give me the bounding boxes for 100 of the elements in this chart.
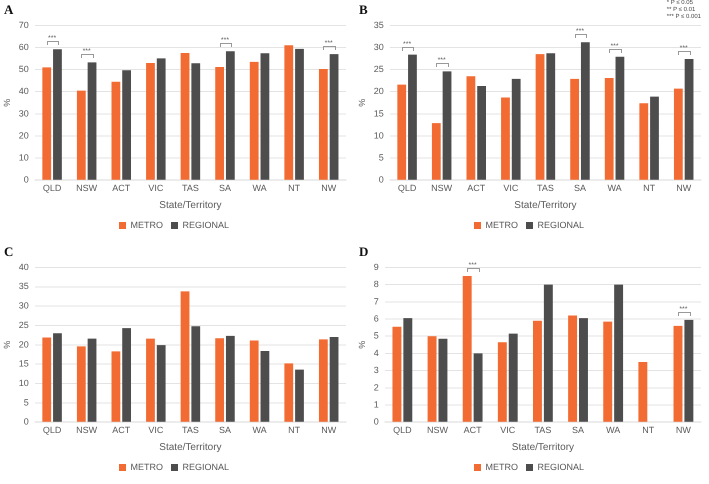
legend-label: METRO: [485, 220, 518, 230]
bar: [477, 86, 486, 180]
y-tick-label: 40: [18, 86, 29, 96]
x-tick-label: NW: [676, 425, 692, 436]
legend-label: REGIONAL: [537, 462, 584, 472]
bar: [568, 316, 578, 422]
bar: [226, 51, 235, 180]
bar: [579, 318, 588, 422]
bar: [604, 78, 614, 180]
bar: [191, 63, 200, 180]
x-axis-title: State/Territory: [159, 442, 222, 453]
x-tick-label: WA: [607, 183, 622, 194]
bar: [536, 54, 544, 180]
y-tick-label: 20: [18, 339, 29, 350]
y-tick-label: 5: [374, 330, 379, 341]
bar: [638, 362, 648, 422]
y-tick-label: 0: [378, 174, 384, 185]
x-tick-label: NT: [288, 183, 301, 194]
x-tick-label: ACT: [464, 425, 482, 436]
bar: [250, 340, 259, 422]
y-axis-title: %: [356, 340, 367, 349]
bar: [180, 291, 190, 422]
chart-title: B: [359, 2, 368, 18]
x-tick-label: ACT: [112, 183, 131, 194]
bar: [284, 363, 294, 422]
y-tick-label: 8: [374, 279, 379, 290]
y-tick-label: 2: [374, 382, 379, 392]
bar: [639, 103, 648, 180]
x-tick-label: NW: [321, 425, 337, 436]
x-tick-label: QLD: [393, 425, 412, 436]
bar: [112, 82, 120, 180]
chart-title: C: [4, 244, 14, 260]
y-tick-label: 3: [374, 365, 379, 376]
bar: [532, 320, 542, 422]
y-tick-label: 70: [18, 20, 29, 30]
y-axis-title: %: [2, 98, 12, 107]
legend-label: METRO: [485, 462, 518, 472]
y-tick-label: 35: [374, 20, 384, 30]
x-tick-label: ACT: [112, 425, 131, 436]
bar: [76, 346, 86, 422]
y-tick-label: 20: [18, 130, 29, 140]
bar: [408, 54, 417, 180]
y-tick-label: 0: [374, 416, 379, 427]
bar: [295, 370, 304, 422]
y-tick-label: 25: [374, 64, 384, 74]
bar: [250, 62, 259, 180]
y-tick-label: 4: [374, 348, 379, 358]
y-tick-label: 30: [18, 300, 29, 311]
x-tick-label: VIC: [148, 183, 164, 194]
y-tick-label: 0: [24, 174, 29, 185]
bar: [318, 339, 328, 422]
bar: [498, 342, 507, 422]
bar: [392, 326, 402, 422]
bar: [603, 322, 612, 422]
bar: [122, 328, 132, 422]
bar: [88, 62, 96, 180]
bar: [191, 326, 200, 422]
bar: [156, 345, 166, 422]
x-tick-label: VIC: [500, 425, 516, 436]
bar: [42, 337, 52, 422]
bar: [330, 54, 338, 180]
y-tick-label: 7: [374, 296, 379, 306]
bar: [466, 76, 476, 180]
y-tick-label: 50: [18, 64, 29, 74]
x-tick-label: NW: [321, 183, 337, 194]
y-tick-label: 35: [18, 281, 29, 292]
y-tick-label: 10: [18, 378, 29, 388]
bar: [53, 49, 62, 180]
bar: [260, 53, 270, 180]
bar: [650, 96, 659, 180]
x-tick-label: NT: [643, 183, 656, 194]
bar: [284, 45, 294, 180]
x-tick-label: SA: [218, 425, 231, 436]
y-tick-label: 10: [18, 152, 29, 163]
bar: [295, 48, 304, 180]
bar: [88, 338, 96, 422]
bar: [580, 42, 590, 180]
x-tick-label: TAS: [182, 183, 199, 194]
x-tick-label: NSW: [431, 183, 453, 194]
x-tick-label: ACT: [467, 183, 486, 194]
bar: [684, 320, 694, 422]
bar: [474, 353, 483, 422]
bar: [318, 68, 328, 180]
x-tick-label: WA: [606, 425, 620, 436]
bar: [684, 59, 694, 180]
y-tick-label: 15: [18, 358, 29, 369]
bar: [122, 70, 132, 180]
legend-label: METRO: [130, 462, 163, 472]
y-tick-label: 5: [378, 152, 384, 163]
chart-title: D: [359, 244, 368, 260]
bar: [146, 62, 155, 180]
y-tick-label: 40: [18, 262, 29, 272]
x-tick-label: NSW: [427, 425, 449, 436]
bar: [570, 78, 580, 180]
y-tick-label: 15: [374, 108, 384, 118]
x-tick-label: NT: [288, 425, 301, 436]
bar: [462, 276, 472, 422]
y-tick-label: 60: [18, 42, 29, 52]
y-axis-title: %: [356, 98, 367, 107]
legend-label: REGIONAL: [537, 220, 584, 230]
